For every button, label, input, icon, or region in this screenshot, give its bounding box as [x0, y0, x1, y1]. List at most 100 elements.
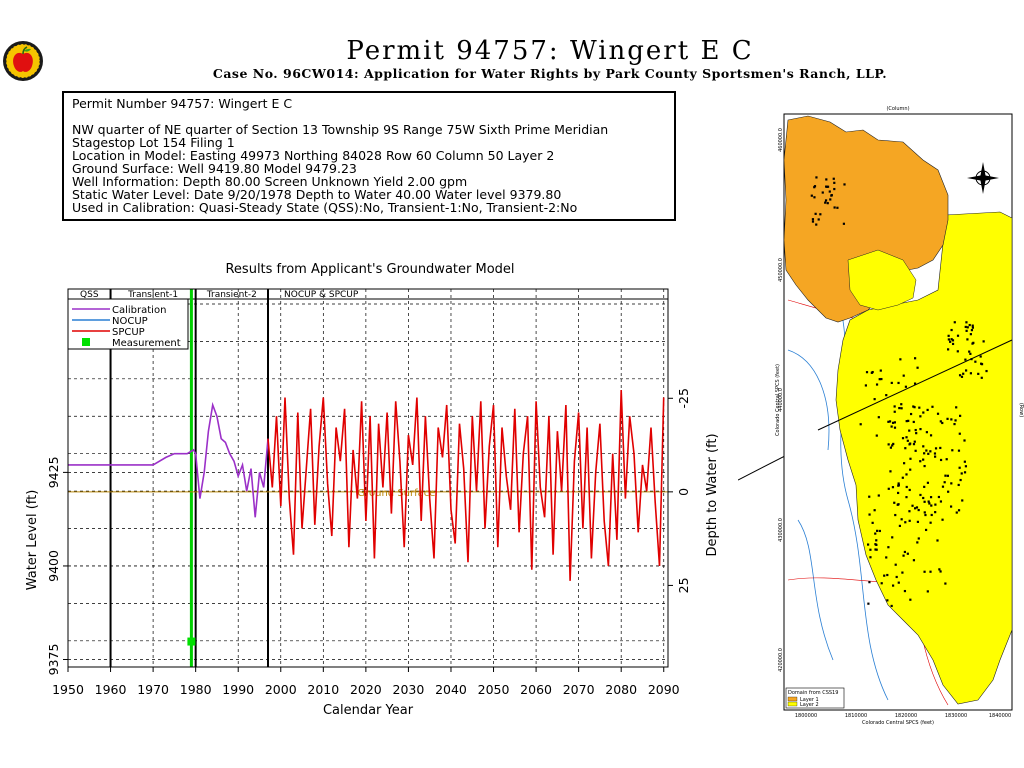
map-well-point [969, 352, 972, 355]
map-well-point [887, 443, 890, 446]
map-x-tick-1: 1800000 [795, 713, 817, 719]
map-well-point [817, 218, 820, 221]
map-well-point [956, 350, 959, 353]
info-model-location: Location in Model: Easting 49973 Northin… [72, 148, 555, 163]
map-well-point [899, 358, 902, 361]
info-subdivision: Stagestop Lot 154 Filing 1 [72, 135, 235, 150]
info-legal-location: NW quarter of NE quarter of Section 13 T… [72, 122, 609, 137]
x-tick-label: 1970 [137, 682, 169, 697]
info-calibration-use: Used in Calibration: Quasi-Steady State … [72, 200, 578, 215]
map-well-point [955, 511, 958, 514]
ground-surface-label: Ground Surface [357, 488, 435, 499]
x-tick-label: 2010 [307, 682, 339, 697]
map-well-point [964, 369, 968, 372]
map-well-point [979, 355, 982, 358]
map-well-point [919, 428, 922, 431]
map-well-point [959, 478, 962, 482]
ground-surface-layer: Ground Surface [68, 488, 668, 499]
map-well-point [833, 206, 836, 209]
map-well-point [897, 581, 900, 584]
map-well-point [917, 537, 920, 540]
map-well-point [980, 363, 984, 366]
map-well-point [868, 581, 871, 584]
map-well-point [891, 536, 894, 539]
map-well-point [924, 513, 927, 517]
map-well-point [824, 201, 827, 204]
map-well-point [936, 539, 939, 542]
map-well-point [888, 420, 892, 423]
map-well-point [941, 421, 944, 425]
map-well-point [903, 589, 907, 593]
map-well-point [944, 582, 947, 585]
info-permit-number: Permit Number 94757: Wingert E C [72, 96, 293, 111]
map-well-point [891, 584, 895, 587]
map-well-point [971, 326, 974, 329]
map-well-point [909, 412, 913, 416]
map-well-point [923, 452, 926, 455]
map-well-point [972, 341, 975, 344]
map-well-point [880, 377, 883, 381]
map-column-label: (Column) [886, 106, 909, 112]
map-well-point [903, 550, 907, 554]
map-well-point [926, 590, 929, 593]
map-well-point [897, 503, 900, 506]
map-well-point [982, 340, 985, 343]
map-well-point [869, 548, 872, 551]
map-well-point [969, 372, 973, 375]
map-well-point [865, 371, 869, 374]
map-well-point [929, 434, 933, 437]
map-well-point [832, 177, 835, 180]
map-well-point [912, 420, 915, 424]
map-well-point [871, 521, 874, 524]
legend-label: NOCUP [112, 316, 148, 327]
map-well-point [871, 370, 874, 374]
map-well-point [900, 403, 903, 406]
map-well-point [939, 500, 943, 503]
map-well-point [945, 458, 948, 461]
map-well-point [914, 449, 917, 452]
map-well-point [956, 334, 960, 337]
map-well-point [904, 521, 907, 524]
map-well-point [941, 518, 944, 521]
x-tick-label: 2060 [520, 682, 552, 697]
map-well-point [906, 552, 909, 555]
map-layer2-region [835, 211, 1013, 705]
map-well-point [821, 191, 824, 194]
map-legend-swatch-layer2 [787, 701, 798, 707]
map-well-point [934, 503, 937, 506]
map-well-point [875, 539, 878, 542]
legend-swatch [82, 338, 90, 346]
map-well-point [893, 405, 896, 408]
apple-logo-icon [3, 41, 43, 81]
map-well-point [905, 420, 908, 423]
map-well-point [898, 524, 902, 527]
map-well-point [891, 444, 894, 447]
x-tick-label: 2030 [393, 682, 425, 697]
x-tick-label: 1990 [222, 682, 254, 697]
map-well-point [963, 460, 966, 463]
map-well-point [955, 406, 958, 409]
map-well-point [810, 194, 813, 197]
map-well-point [901, 476, 904, 479]
map-y-tick-2: 450000.0 [778, 258, 784, 282]
map-well-point [878, 378, 881, 381]
map-well-point [957, 483, 960, 487]
map-well-point [964, 325, 967, 329]
map-well-point [931, 405, 934, 408]
map-well-point [824, 199, 828, 202]
map-well-point [923, 570, 926, 573]
map-well-point [811, 220, 815, 223]
map-well-point [867, 543, 870, 546]
map-well-point [965, 321, 968, 324]
map-well-point [962, 372, 965, 375]
map-well-point [826, 202, 829, 205]
map-well-point [909, 442, 912, 445]
map-well-point [828, 190, 831, 193]
y-tick-label: 9425 [46, 456, 61, 488]
map-well-point [916, 520, 920, 523]
map-well-point [811, 218, 815, 221]
x-tick-label: 2070 [563, 682, 595, 697]
period-layer: QSS Transient-1 Transient-2 NOCUP & SPCUP [68, 289, 668, 667]
info-ground-surface: Ground Surface: Well 9419.80 Model 9479.… [72, 161, 357, 176]
map-well-point [829, 198, 832, 201]
